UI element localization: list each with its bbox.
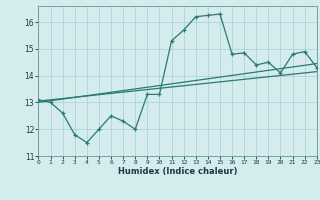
X-axis label: Humidex (Indice chaleur): Humidex (Indice chaleur) bbox=[118, 167, 237, 176]
